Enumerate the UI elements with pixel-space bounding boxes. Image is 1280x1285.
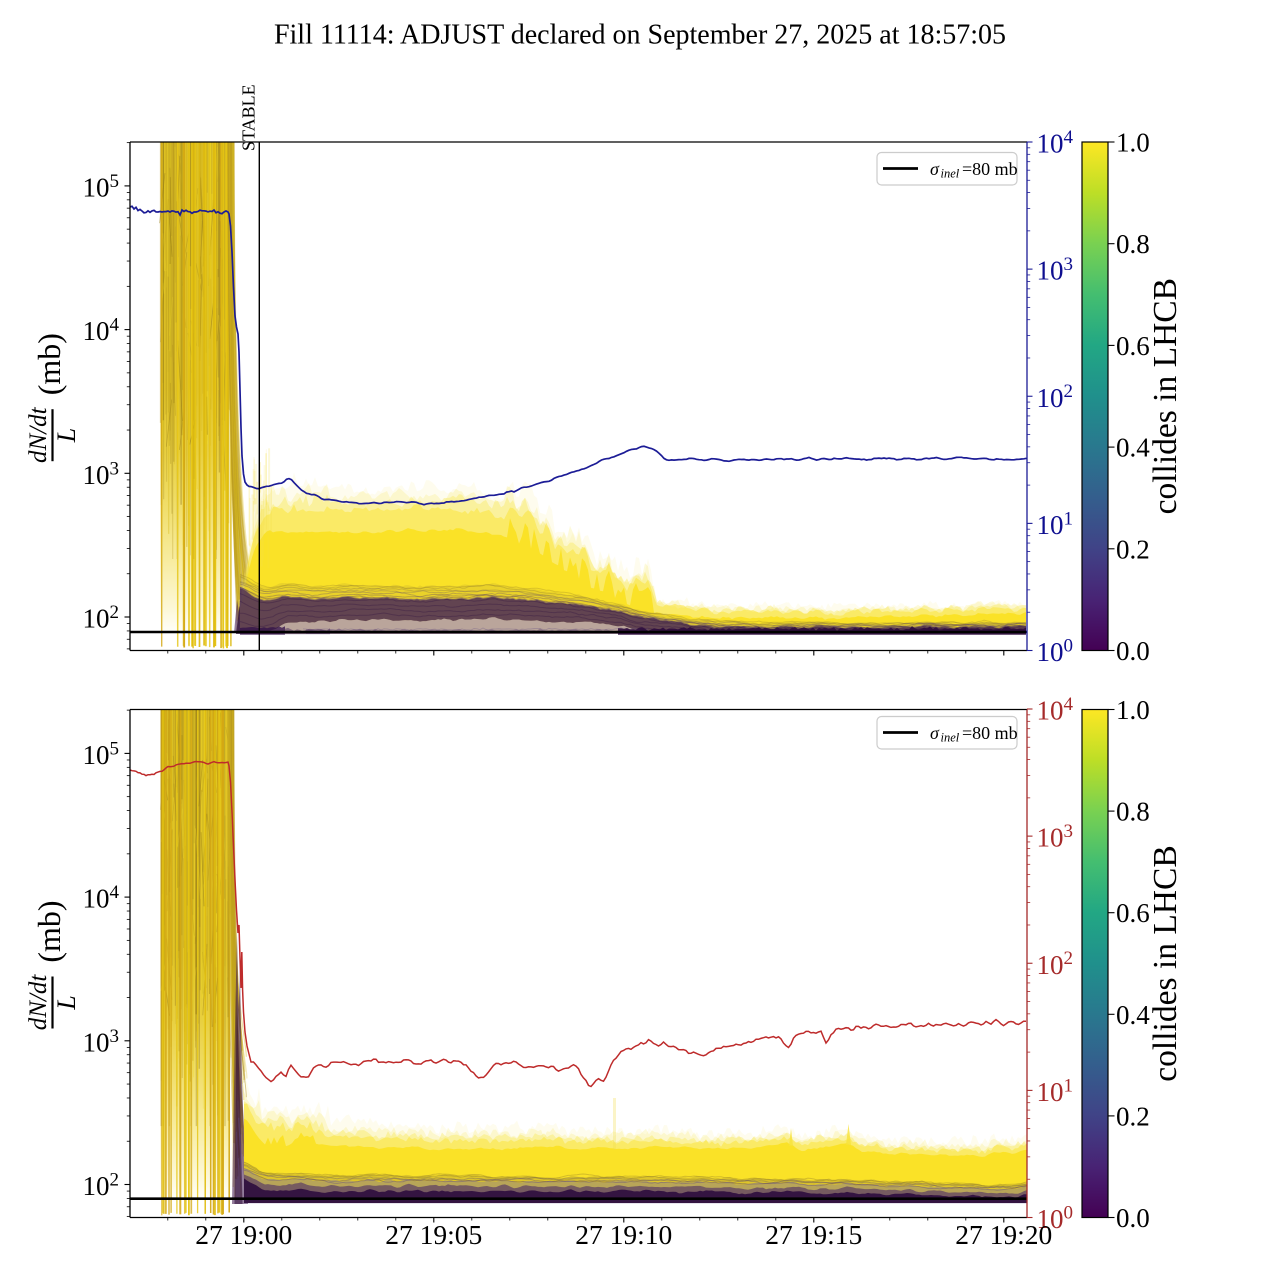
svg-text:4: 4 [110, 882, 120, 903]
svg-text:2: 2 [110, 1170, 120, 1191]
svg-text:0.0: 0.0 [1116, 1203, 1150, 1233]
svg-text:10: 10 [1037, 1077, 1064, 1107]
svg-text:4: 4 [110, 315, 120, 336]
svg-text:3: 3 [1064, 821, 1074, 842]
svg-text:10: 10 [83, 1027, 110, 1057]
svg-text:10: 10 [1037, 950, 1064, 980]
svg-text:10: 10 [83, 316, 110, 346]
svg-text:collides in LHCB: collides in LHCB [1147, 278, 1184, 514]
svg-text:27 19:15: 27 19:15 [765, 1219, 862, 1250]
svg-text:27 19:10: 27 19:10 [575, 1219, 672, 1250]
svg-text:27 19:20: 27 19:20 [955, 1219, 1052, 1250]
svg-text:10: 10 [1037, 510, 1064, 540]
svg-text:10: 10 [1037, 256, 1064, 286]
svg-text:0.2: 0.2 [1116, 1101, 1150, 1131]
svg-text:dN/dt: dN/dt [25, 406, 52, 463]
svg-text:10: 10 [1037, 823, 1064, 853]
svg-text:0: 0 [1064, 636, 1074, 657]
svg-text:L: L [52, 428, 81, 443]
svg-text:5: 5 [110, 738, 120, 759]
svg-text:10: 10 [1037, 637, 1064, 667]
svg-text:dN/dt: dN/dt [25, 974, 52, 1031]
svg-text:1.0: 1.0 [1116, 128, 1150, 158]
svg-text:1.0: 1.0 [1116, 695, 1150, 725]
svg-text:inel: inel [941, 731, 960, 745]
svg-text:4: 4 [1064, 127, 1074, 148]
svg-text:2: 2 [1064, 381, 1074, 402]
svg-text:0.4: 0.4 [1116, 1000, 1150, 1030]
svg-text:(mb): (mb) [31, 333, 67, 395]
svg-text:10: 10 [83, 740, 110, 770]
svg-text:27 19:00: 27 19:00 [195, 1219, 292, 1250]
svg-text:0: 0 [1064, 1203, 1074, 1224]
svg-text:4: 4 [1064, 694, 1074, 715]
svg-text:10: 10 [1037, 383, 1064, 413]
svg-text:(mb): (mb) [31, 900, 67, 962]
svg-text:0.6: 0.6 [1116, 331, 1150, 361]
svg-text:STABLE: STABLE [239, 84, 259, 151]
svg-text:Fill 11114: ADJUST declared on: Fill 11114: ADJUST declared on September… [274, 20, 1006, 51]
svg-text:2: 2 [1064, 948, 1074, 969]
svg-text:2: 2 [110, 602, 120, 623]
svg-text:L: L [52, 995, 81, 1010]
svg-text:inel: inel [941, 167, 960, 181]
svg-text:3: 3 [110, 1026, 120, 1047]
svg-text:10: 10 [83, 460, 110, 490]
svg-text:0.8: 0.8 [1116, 797, 1150, 827]
svg-text:3: 3 [110, 458, 120, 479]
svg-text:10: 10 [83, 884, 110, 914]
svg-text:10: 10 [1037, 129, 1064, 159]
svg-text:5: 5 [110, 171, 120, 192]
svg-text:0.4: 0.4 [1116, 433, 1150, 463]
svg-text:collides in LHCB: collides in LHCB [1147, 845, 1184, 1081]
svg-text:1: 1 [1064, 508, 1074, 529]
svg-text:0.8: 0.8 [1116, 229, 1150, 259]
svg-text:0.2: 0.2 [1116, 534, 1150, 564]
svg-text:10: 10 [83, 1171, 110, 1201]
svg-text:10: 10 [83, 172, 110, 202]
svg-text:10: 10 [1037, 1204, 1064, 1234]
svg-text:1: 1 [1064, 1075, 1074, 1096]
svg-text:0.6: 0.6 [1116, 898, 1150, 928]
svg-text:σ: σ [930, 159, 940, 179]
svg-text:27 19:05: 27 19:05 [385, 1219, 482, 1250]
svg-text:3: 3 [1064, 254, 1074, 275]
svg-text:σ: σ [930, 723, 940, 743]
svg-text:=80 mb: =80 mb [962, 723, 1018, 743]
svg-text:10: 10 [83, 604, 110, 634]
svg-text:10: 10 [1037, 696, 1064, 726]
svg-text:0.0: 0.0 [1116, 636, 1150, 666]
svg-text:=80 mb: =80 mb [962, 159, 1018, 179]
